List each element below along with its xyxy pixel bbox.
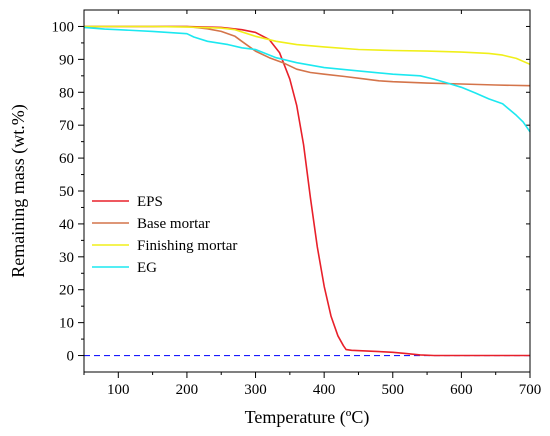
- y-tick-label: 70: [59, 118, 74, 134]
- x-axis-title: Temperature (ºC): [245, 407, 370, 428]
- x-tick-label: 600: [450, 382, 473, 398]
- y-tick-label: 60: [59, 151, 74, 167]
- y-tick-label: 30: [59, 250, 74, 266]
- x-tick-label: 300: [244, 382, 267, 398]
- y-axis-ticks: 0 10 20 30 40 50 60 70 80 90 100: [52, 19, 530, 365]
- y-tick-label: 100: [52, 19, 75, 35]
- series-line-eps: [84, 25, 530, 357]
- x-tick-label: 500: [382, 382, 405, 398]
- y-tick-label: 40: [59, 217, 74, 233]
- series-line-finishing-mortar: [84, 25, 531, 66]
- legend-label: Finishing mortar: [137, 238, 237, 254]
- y-tick-label: 0: [67, 349, 75, 365]
- series-lines: [83, 25, 531, 357]
- legend-label: Base mortar: [137, 216, 210, 232]
- y-tick-label: 80: [59, 85, 74, 101]
- plot-frame: [83, 9, 531, 373]
- legend-label: EG: [137, 260, 157, 276]
- series-line-base-mortar: [84, 25, 531, 87]
- series-line-eg: [83, 26, 531, 133]
- x-tick-label: 400: [313, 382, 336, 398]
- legend-label: EPS: [137, 194, 163, 210]
- y-axis-title: Remaining mass (wt.%): [8, 104, 29, 277]
- y-tick-label: 20: [59, 283, 74, 299]
- legend: EPS Base mortar Finishing mortar EG: [92, 194, 237, 276]
- x-tick-label: 700: [519, 382, 542, 398]
- x-axis-ticks: 100 200 300 400 500 600 700: [83, 10, 542, 398]
- x-tick-label: 200: [176, 382, 199, 398]
- y-tick-label: 50: [59, 184, 74, 200]
- y-tick-label: 10: [59, 316, 74, 332]
- y-tick-label: 90: [59, 52, 74, 68]
- x-tick-label: 100: [107, 382, 130, 398]
